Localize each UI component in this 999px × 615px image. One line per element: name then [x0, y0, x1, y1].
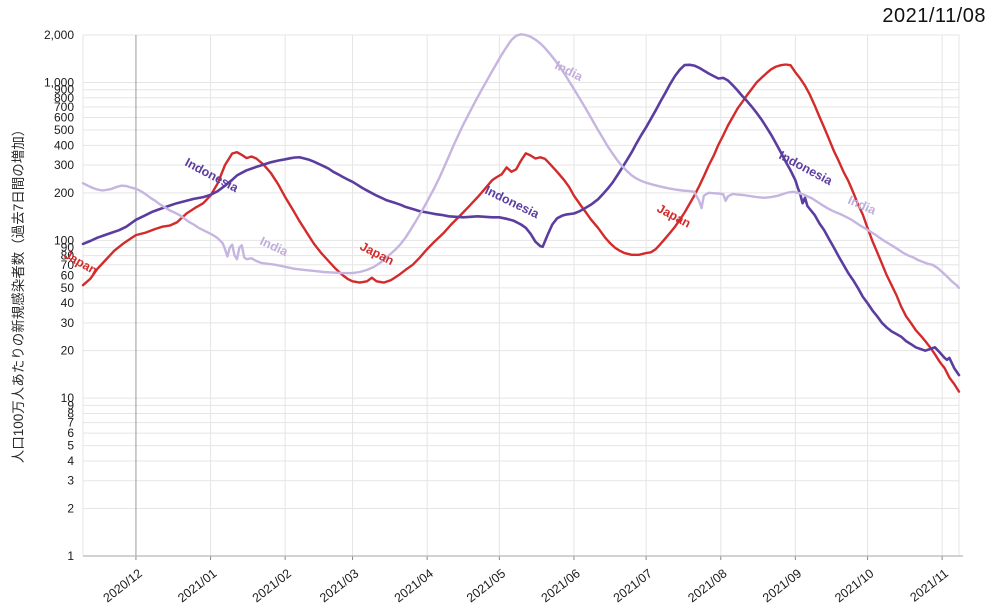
- line-label-indonesia: Indonesia: [777, 148, 836, 188]
- tick-labels: 2,0001,000900800700600500400300200100908…: [44, 28, 951, 605]
- line-label-indonesia: Indonesia: [483, 183, 543, 222]
- series-line-indonesia: [81, 63, 961, 377]
- line-labels: Japan JapanJapanIndonesiaIndonesiaIndones…: [62, 58, 880, 277]
- report-date-title: 2021/11/08: [882, 5, 986, 27]
- y-tick-label: 10: [61, 391, 75, 405]
- x-tick-label: 2021/10: [832, 566, 876, 605]
- x-tick-label: 2021/09: [760, 566, 804, 605]
- y-tick-label: 4: [67, 454, 74, 468]
- y-tick-label: 9: [67, 398, 74, 412]
- x-tick-label: 2020/12: [101, 566, 145, 605]
- series-lines: [81, 33, 961, 393]
- y-tick-label: 600: [54, 111, 74, 125]
- y-tick-label: 80: [61, 249, 75, 263]
- y-tick-label: 300: [54, 158, 74, 172]
- x-tick-label: 2021/03: [317, 566, 361, 605]
- y-tick-label: 5: [67, 439, 74, 453]
- series-line-japan: [81, 63, 961, 393]
- y-tick-label: 500: [54, 123, 74, 137]
- y-tick-label: 50: [61, 281, 75, 295]
- x-tick-label: 2021/04: [392, 566, 436, 605]
- x-tick-label: 2021/02: [250, 566, 294, 605]
- x-tick-label: 2021/01: [175, 566, 219, 605]
- y-tick-label: 1: [67, 549, 74, 563]
- y-tick-label: 2,000: [44, 28, 74, 42]
- axes: [83, 555, 963, 560]
- series-line-india: [81, 33, 961, 290]
- x-tick-label: 2021/05: [464, 566, 508, 605]
- gridlines: [82, 34, 960, 557]
- y-tick-label: 70: [61, 258, 75, 272]
- y-tick-label: 700: [54, 100, 74, 114]
- y-tick-label: 100: [54, 233, 74, 247]
- x-tick-label: 2021/07: [611, 566, 655, 605]
- y-tick-label: 30: [61, 316, 75, 330]
- y-tick-label: 90: [61, 241, 75, 255]
- y-tick-label: 7: [67, 416, 74, 430]
- y-tick-label: 40: [61, 296, 75, 310]
- y-tick-label: 800: [54, 91, 74, 105]
- y-tick-label: 6: [67, 426, 74, 440]
- y-tick-label: 20: [61, 344, 75, 358]
- y-tick-label: 8: [67, 406, 74, 420]
- x-tick-label: 2021/06: [539, 566, 583, 605]
- x-tick-label: 2021/11: [907, 566, 951, 604]
- y-tick-label: 3: [67, 474, 74, 488]
- x-tick-label: 2021/08: [685, 566, 729, 605]
- y-tick-label: 200: [54, 186, 74, 200]
- line-label-indonesia: Indonesia: [183, 155, 242, 195]
- y-tick-label: 2: [67, 501, 74, 515]
- y-tick-label: 1,000: [44, 76, 74, 90]
- y-tick-label: 400: [54, 138, 74, 152]
- y-tick-label: 60: [61, 268, 75, 282]
- y-tick-label: 900: [54, 83, 74, 97]
